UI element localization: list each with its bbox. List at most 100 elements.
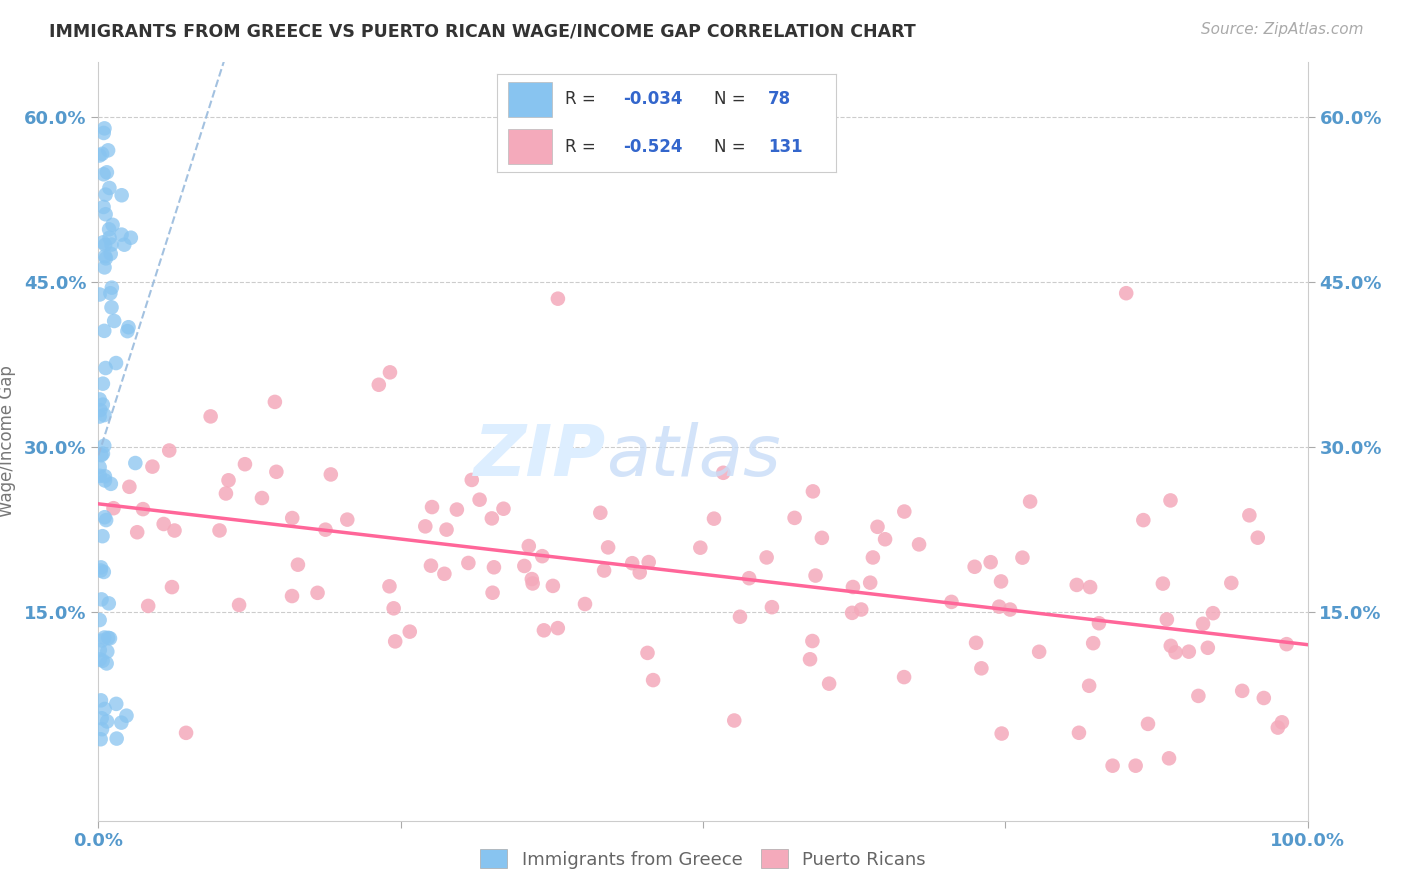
Point [101, 218, 124, 232]
Point [94, 361, 117, 376]
Point [93, 510, 115, 524]
Point [965, 636, 987, 650]
Point [117, 320, 139, 334]
Point [547, 621, 569, 635]
Point [90, 564, 112, 578]
Point [1101, 758, 1123, 772]
Point [89, 613, 111, 627]
Point [1178, 645, 1201, 659]
Point [91, 146, 114, 161]
Point [94, 469, 117, 483]
Point [152, 516, 174, 531]
Point [384, 634, 406, 648]
Point [598, 541, 620, 555]
Point [233, 457, 256, 471]
Point [105, 697, 128, 711]
Point [711, 466, 734, 480]
Point [637, 555, 659, 569]
Point [531, 549, 554, 564]
Legend: Immigrants from Greece, Puerto Ricans: Immigrants from Greece, Puerto Ricans [472, 842, 934, 876]
Point [1078, 580, 1101, 594]
Point [89, 652, 111, 666]
Point [91, 529, 114, 543]
Point [93, 439, 115, 453]
Point [98, 222, 121, 236]
Point [111, 188, 134, 202]
Point [89, 460, 111, 475]
Point [163, 524, 186, 538]
Point [94, 513, 117, 527]
Point [1230, 684, 1253, 698]
Point [593, 564, 616, 578]
Point [132, 502, 155, 516]
Point [1156, 612, 1178, 626]
Point [89, 403, 111, 417]
Point [97, 631, 120, 645]
Point [873, 533, 896, 547]
Point [378, 365, 401, 379]
Point [111, 227, 134, 242]
Point [96, 714, 118, 729]
Point [91, 722, 114, 736]
Point [141, 459, 163, 474]
Point [98, 231, 121, 245]
Point [93, 167, 115, 181]
Point [105, 356, 128, 370]
Point [264, 395, 287, 409]
Point [90, 592, 112, 607]
Point [94, 474, 117, 488]
Point [1267, 721, 1289, 735]
Point [988, 599, 1011, 614]
Point [118, 480, 141, 494]
Point [94, 249, 117, 263]
Point [96, 165, 118, 179]
Point [783, 511, 806, 525]
Point [174, 726, 197, 740]
Point [1160, 639, 1182, 653]
Point [208, 524, 231, 538]
Point [941, 595, 963, 609]
Point [91, 398, 114, 412]
Point [91, 447, 114, 461]
Text: IMMIGRANTS FROM GREECE VS PUERTO RICAN WAGE/INCOME GAP CORRELATION CHART: IMMIGRANTS FROM GREECE VS PUERTO RICAN W… [49, 22, 915, 40]
Point [91, 633, 114, 648]
Point [127, 525, 149, 540]
Point [93, 408, 115, 422]
Point [281, 589, 304, 603]
Point [738, 571, 761, 585]
Point [533, 624, 555, 638]
Point [124, 456, 146, 470]
Point [90, 711, 112, 725]
Point [481, 511, 503, 525]
Point [120, 231, 142, 245]
Point [893, 504, 915, 518]
Point [1197, 640, 1219, 655]
Point [228, 598, 250, 612]
Point [637, 646, 659, 660]
Point [94, 252, 117, 266]
Point [319, 467, 342, 482]
Point [97, 144, 120, 158]
Point [378, 579, 401, 593]
Point [841, 606, 863, 620]
Point [215, 486, 238, 500]
Point [818, 676, 841, 690]
Point [93, 324, 115, 338]
Text: atlas: atlas [606, 422, 780, 491]
Point [96, 644, 118, 658]
Point [547, 292, 569, 306]
Point [103, 314, 125, 328]
Point [100, 286, 122, 301]
Point [522, 576, 544, 591]
Point [420, 500, 443, 514]
Point [970, 661, 993, 675]
Point [100, 301, 122, 315]
Point [1187, 689, 1209, 703]
Point [266, 465, 288, 479]
Point [1239, 508, 1261, 523]
Point [93, 631, 115, 645]
Point [93, 565, 115, 579]
Point [481, 585, 503, 599]
Point [1136, 717, 1159, 731]
Point [1115, 286, 1137, 301]
